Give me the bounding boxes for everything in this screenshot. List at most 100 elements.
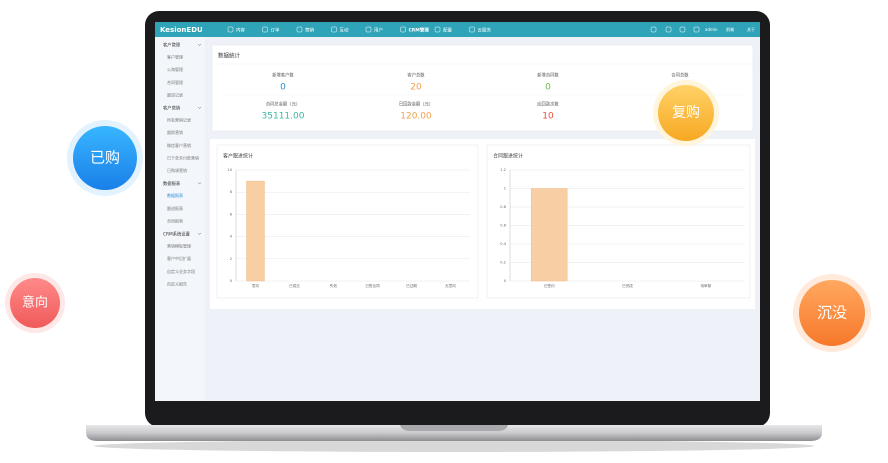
y-tick-label: 10 (227, 168, 232, 172)
stat-label: 合同总金额（元） (266, 101, 300, 108)
sidebar-item[interactable]: 自定义报告 (167, 280, 187, 286)
y-tick-label: 0.2 (500, 261, 506, 265)
sidebar-item[interactable]: 自定义业务字段 (167, 268, 195, 274)
sidebar-group: 数据报表 (163, 180, 181, 187)
bubble-label: 沉没 (817, 304, 847, 322)
chevron (197, 106, 202, 109)
nav-item[interactable]: 订单 (271, 27, 280, 34)
stat-label: 客户总数 (407, 72, 425, 79)
sidebar-item[interactable]: 跟踪营销 (167, 129, 183, 135)
bubble-label: 意向 (22, 295, 48, 311)
user-link[interactable]: 前端 (726, 26, 734, 32)
top-bar (155, 22, 760, 37)
stat-label: 新增客户数 (272, 72, 294, 79)
sidebar-item[interactable]: 微信客户营销 (167, 142, 191, 148)
x-tick-label: 意向 (252, 283, 260, 288)
sidebar-item[interactable]: 所有营销记录 (167, 117, 191, 123)
stat-label: 已回款金额（元） (399, 101, 433, 108)
stat-value: 10 (542, 112, 554, 122)
sidebar (155, 37, 205, 401)
bubble (799, 280, 865, 346)
y-tick-label: 0.4 (500, 242, 506, 246)
chart-title: 客户跟进统计 (223, 153, 253, 160)
bubble-label: 复购 (672, 104, 700, 121)
bubble (10, 278, 60, 328)
stat-label: 合同总数 (671, 72, 689, 79)
x-tick-label: 已签约 (544, 283, 555, 288)
nav-item[interactable]: CRM管理 (409, 27, 430, 34)
stats-title: 数据统计 (218, 52, 241, 60)
x-tick-label: 已过期 (406, 283, 417, 288)
nav-item[interactable]: 云服务 (478, 27, 492, 34)
stat-value: 120.00 (400, 112, 432, 122)
stat-value: 35111.00 (262, 112, 305, 122)
nav-icon (262, 26, 268, 33)
toolbar-icon (665, 26, 672, 33)
user-link[interactable]: admin (705, 27, 718, 32)
laptop-notch (400, 425, 508, 431)
stat-value: 0 (280, 83, 286, 93)
nav-item[interactable]: 用户 (374, 27, 383, 34)
chart-card (486, 144, 751, 299)
y-tick-label: 0 (504, 279, 507, 283)
sidebar-item[interactable]: 跟进报表 (167, 205, 183, 211)
stat-label: 新增合同数 (537, 72, 559, 79)
chart-title: 合同跟进统计 (493, 153, 523, 160)
nav-item[interactable]: 互动 (340, 27, 349, 34)
y-tick-label: 0.8 (500, 205, 506, 209)
y-tick-label: 0.6 (500, 224, 506, 228)
toolbar-icon (679, 26, 686, 33)
x-tick-label: 待审核 (700, 283, 711, 288)
bubble (658, 85, 714, 141)
bar (246, 180, 265, 282)
nav-icon (227, 26, 234, 33)
stat-label: 应回款次数 (537, 101, 559, 108)
y-tick-label: 0 (230, 279, 233, 283)
bubble (73, 126, 137, 190)
bubble-label: 已购 (90, 149, 120, 167)
toolbar-icon (693, 26, 700, 33)
nav-icon (365, 26, 372, 33)
nav-icon (296, 26, 303, 33)
nav-item[interactable]: 配置 (443, 28, 452, 34)
y-tick-label: 1 (504, 187, 506, 191)
shadow (94, 440, 814, 452)
x-tick-label: 已成交 (289, 283, 300, 288)
nav-icon (469, 26, 475, 33)
sidebar-item[interactable]: 数据报表 (167, 192, 183, 198)
chevron (197, 232, 202, 235)
sidebar-item[interactable]: 公海管理 (167, 66, 183, 72)
y-tick-label: 1.2 (500, 168, 506, 172)
brand: KesionEDU (160, 26, 203, 34)
sidebar-item[interactable]: 客户管理 (167, 54, 183, 60)
sidebar-item[interactable]: 客户中后扩展 (167, 255, 191, 261)
y-tick-label: 6 (230, 212, 233, 216)
user-link[interactable]: 关于 (747, 26, 755, 32)
x-tick-label: 失效 (330, 283, 338, 288)
nav-item[interactable]: 内容 (236, 27, 245, 34)
bar (530, 188, 568, 282)
sidebar-group: CRM系统设置 (163, 231, 191, 238)
sidebar-item[interactable]: 跟进记录 (167, 91, 183, 97)
nav-icon (331, 26, 337, 33)
chevron (197, 182, 202, 185)
toolbar-icon (650, 26, 657, 33)
nav-icon (434, 26, 441, 33)
stat-value: 20 (410, 83, 422, 93)
y-tick-label: 2 (230, 257, 232, 261)
sidebar-item[interactable]: 合同管理 (167, 79, 183, 85)
sidebar-group: 客户管理 (163, 42, 181, 49)
sidebar-group: 客户营销 (163, 105, 181, 112)
sidebar-item[interactable]: 营销模板管理 (167, 243, 191, 249)
stat-value: 0 (545, 83, 551, 93)
x-tick-label: 已完成 (622, 283, 633, 288)
sidebar-item[interactable]: 已下单未付款营销 (167, 154, 199, 160)
nav-item[interactable]: 营销 (305, 27, 314, 34)
x-tick-label: 已签合同 (365, 283, 380, 288)
y-tick-label: 8 (230, 190, 233, 194)
y-tick-label: 4 (230, 235, 233, 239)
laptop-base (86, 425, 822, 441)
sidebar-item[interactable]: 已购课营销 (167, 167, 187, 173)
sidebar-item[interactable]: 合同报表 (167, 217, 183, 223)
